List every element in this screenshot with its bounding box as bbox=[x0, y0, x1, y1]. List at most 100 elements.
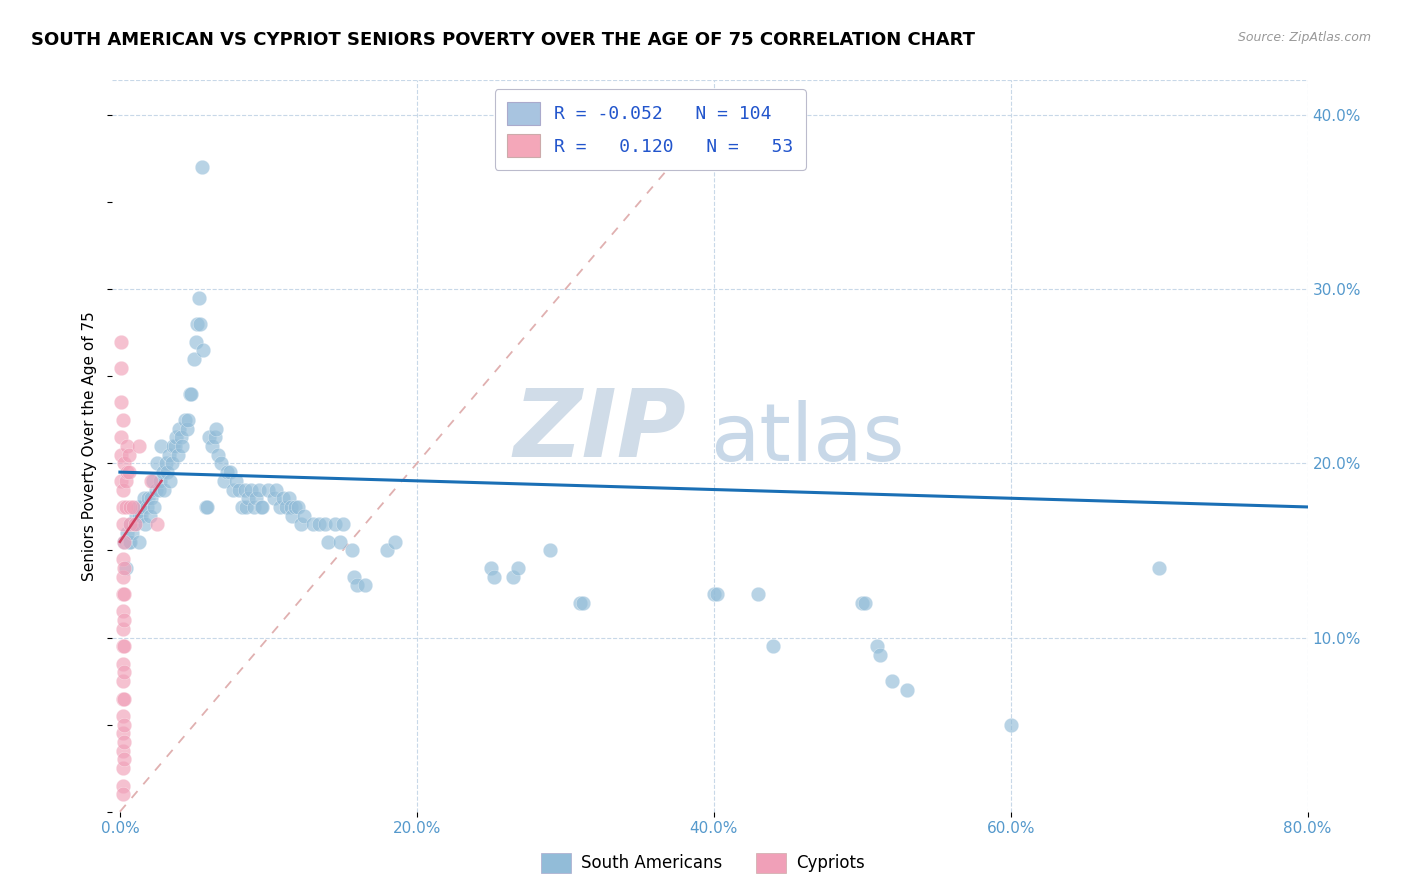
Point bbox=[157, 448, 180, 462]
Point bbox=[236, 491, 259, 506]
Point bbox=[209, 457, 232, 471]
Point bbox=[156, 465, 179, 479]
Point bbox=[162, 439, 184, 453]
Point bbox=[124, 517, 146, 532]
Point bbox=[197, 500, 219, 514]
Point bbox=[231, 500, 253, 514]
Point bbox=[302, 517, 325, 532]
Point bbox=[111, 604, 134, 618]
Point bbox=[110, 430, 132, 444]
Point bbox=[163, 439, 186, 453]
Point bbox=[111, 674, 134, 689]
Point bbox=[184, 334, 207, 349]
Point bbox=[145, 483, 167, 497]
Point bbox=[146, 457, 169, 471]
Point bbox=[177, 413, 200, 427]
Point bbox=[851, 596, 873, 610]
Point bbox=[188, 317, 211, 331]
Point bbox=[375, 543, 398, 558]
Point bbox=[263, 491, 285, 506]
Point bbox=[235, 500, 257, 514]
Point bbox=[191, 343, 214, 358]
Point bbox=[340, 543, 363, 558]
Point bbox=[572, 596, 595, 610]
Point bbox=[195, 500, 218, 514]
Point bbox=[134, 517, 156, 532]
Point bbox=[896, 682, 918, 697]
Point bbox=[118, 448, 141, 462]
Point bbox=[112, 640, 135, 654]
Point bbox=[118, 534, 141, 549]
Point bbox=[703, 587, 725, 601]
Point bbox=[129, 508, 152, 523]
Point bbox=[115, 561, 138, 575]
Point bbox=[242, 500, 264, 514]
Point bbox=[250, 500, 273, 514]
Point bbox=[122, 500, 145, 514]
Point bbox=[308, 517, 330, 532]
Point bbox=[159, 474, 181, 488]
Point bbox=[148, 483, 170, 497]
Point bbox=[169, 421, 191, 435]
Point bbox=[866, 640, 889, 654]
Point bbox=[170, 430, 193, 444]
Point bbox=[120, 517, 142, 532]
Point bbox=[880, 674, 903, 689]
Point bbox=[323, 517, 346, 532]
Point bbox=[482, 569, 505, 583]
Point bbox=[747, 587, 769, 601]
Point bbox=[316, 534, 339, 549]
Point bbox=[201, 439, 224, 453]
Point bbox=[131, 500, 153, 514]
Point bbox=[257, 483, 280, 497]
Point bbox=[112, 613, 135, 627]
Point bbox=[117, 526, 139, 541]
Point bbox=[120, 500, 142, 514]
Point bbox=[332, 517, 354, 532]
Point bbox=[152, 465, 174, 479]
Point bbox=[233, 483, 256, 497]
Point bbox=[239, 483, 262, 497]
Point bbox=[121, 526, 143, 541]
Point bbox=[215, 465, 238, 479]
Point bbox=[142, 474, 165, 488]
Point bbox=[329, 534, 352, 549]
Point bbox=[271, 491, 294, 506]
Point bbox=[112, 752, 135, 766]
Point bbox=[569, 596, 592, 610]
Point bbox=[138, 508, 160, 523]
Point bbox=[205, 421, 228, 435]
Text: ZIP: ZIP bbox=[513, 385, 686, 477]
Point bbox=[111, 744, 134, 758]
Point bbox=[125, 508, 148, 523]
Point bbox=[111, 761, 134, 775]
Text: Source: ZipAtlas.com: Source: ZipAtlas.com bbox=[1237, 31, 1371, 45]
Point bbox=[135, 500, 157, 514]
Text: SOUTH AMERICAN VS CYPRIOT SENIORS POVERTY OVER THE AGE OF 75 CORRELATION CHART: SOUTH AMERICAN VS CYPRIOT SENIORS POVERT… bbox=[31, 31, 974, 49]
Point bbox=[112, 691, 135, 706]
Point bbox=[110, 474, 132, 488]
Point bbox=[869, 648, 891, 662]
Y-axis label: Seniors Poverty Over the Age of 75: Seniors Poverty Over the Age of 75 bbox=[82, 311, 97, 581]
Point bbox=[111, 787, 134, 801]
Point bbox=[179, 386, 201, 401]
Point bbox=[252, 500, 274, 514]
Legend: South Americans, Cypriots: South Americans, Cypriots bbox=[534, 847, 872, 880]
Point bbox=[174, 413, 197, 427]
Point bbox=[538, 543, 561, 558]
Point bbox=[128, 534, 150, 549]
Point bbox=[112, 735, 135, 749]
Point bbox=[110, 395, 132, 409]
Point bbox=[111, 657, 134, 671]
Point bbox=[280, 500, 302, 514]
Point bbox=[762, 640, 785, 654]
Point bbox=[165, 430, 187, 444]
Point bbox=[853, 596, 876, 610]
Point bbox=[269, 500, 291, 514]
Point bbox=[112, 717, 135, 731]
Point bbox=[111, 552, 134, 566]
Point bbox=[160, 457, 183, 471]
Point bbox=[111, 709, 134, 723]
Point bbox=[384, 534, 406, 549]
Point bbox=[343, 569, 366, 583]
